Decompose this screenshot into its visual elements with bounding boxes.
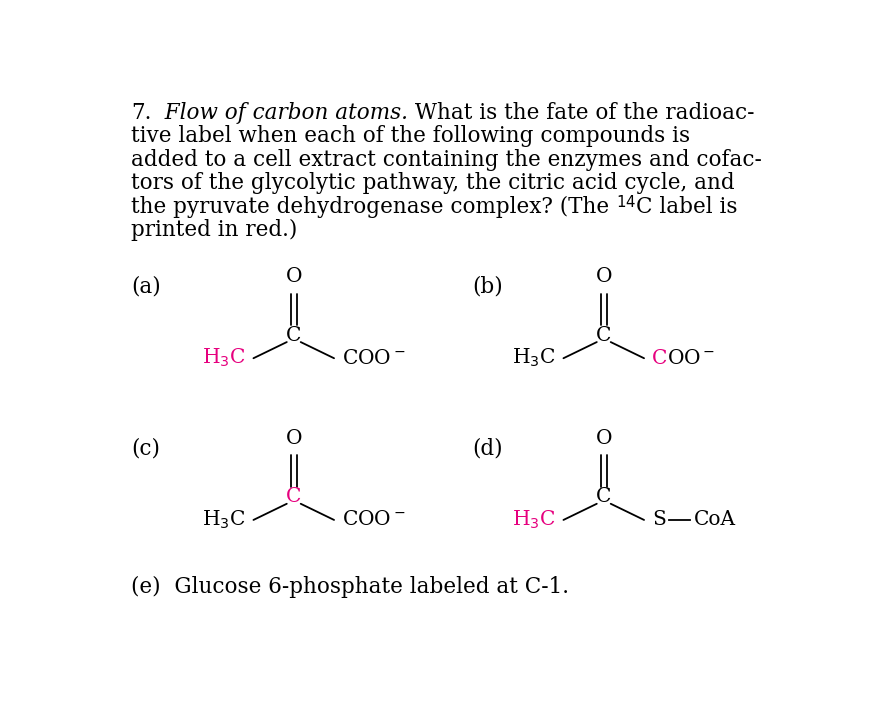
Text: tive label when each of the following compounds is: tive label when each of the following co… bbox=[131, 125, 690, 147]
Text: OO$^-$: OO$^-$ bbox=[667, 348, 715, 368]
Text: COO$^-$: COO$^-$ bbox=[342, 510, 405, 529]
Text: (e)  Glucose 6-phosphate labeled at C-1.: (e) Glucose 6-phosphate labeled at C-1. bbox=[131, 576, 569, 598]
Text: S: S bbox=[652, 510, 665, 529]
Text: 7.: 7. bbox=[131, 102, 152, 124]
Text: $^{14}$: $^{14}$ bbox=[616, 196, 637, 218]
Text: (b): (b) bbox=[472, 276, 503, 298]
Text: printed in red.): printed in red.) bbox=[131, 219, 297, 241]
Text: Flow of carbon atoms.: Flow of carbon atoms. bbox=[152, 102, 408, 124]
Text: COO$^-$: COO$^-$ bbox=[342, 348, 405, 368]
Text: (a): (a) bbox=[131, 276, 161, 298]
Text: CoA: CoA bbox=[694, 510, 736, 529]
Text: What is the fate of the radioac-: What is the fate of the radioac- bbox=[408, 102, 755, 124]
Text: O: O bbox=[286, 267, 302, 286]
Text: C label is: C label is bbox=[637, 196, 738, 218]
Text: O: O bbox=[286, 428, 302, 447]
Text: C: C bbox=[596, 487, 612, 506]
Text: added to a cell extract containing the enzymes and cofac-: added to a cell extract containing the e… bbox=[131, 149, 762, 171]
Text: C: C bbox=[286, 487, 302, 506]
Text: (d): (d) bbox=[472, 437, 503, 460]
Text: tors of the glycolytic pathway, the citric acid cycle, and: tors of the glycolytic pathway, the citr… bbox=[131, 172, 735, 194]
Text: H$_3$C: H$_3$C bbox=[202, 509, 246, 531]
Text: C: C bbox=[652, 348, 667, 368]
Text: C: C bbox=[286, 326, 302, 345]
Text: H$_3$C: H$_3$C bbox=[202, 347, 246, 369]
Text: H$_3$C: H$_3$C bbox=[513, 347, 555, 369]
Text: O: O bbox=[596, 267, 612, 286]
Text: O: O bbox=[596, 428, 612, 447]
Text: the pyruvate dehydrogenase complex? (The: the pyruvate dehydrogenase complex? (The bbox=[131, 196, 616, 218]
Text: C: C bbox=[596, 326, 612, 345]
Text: (c): (c) bbox=[131, 437, 160, 460]
Text: H$_3$C: H$_3$C bbox=[513, 509, 555, 531]
